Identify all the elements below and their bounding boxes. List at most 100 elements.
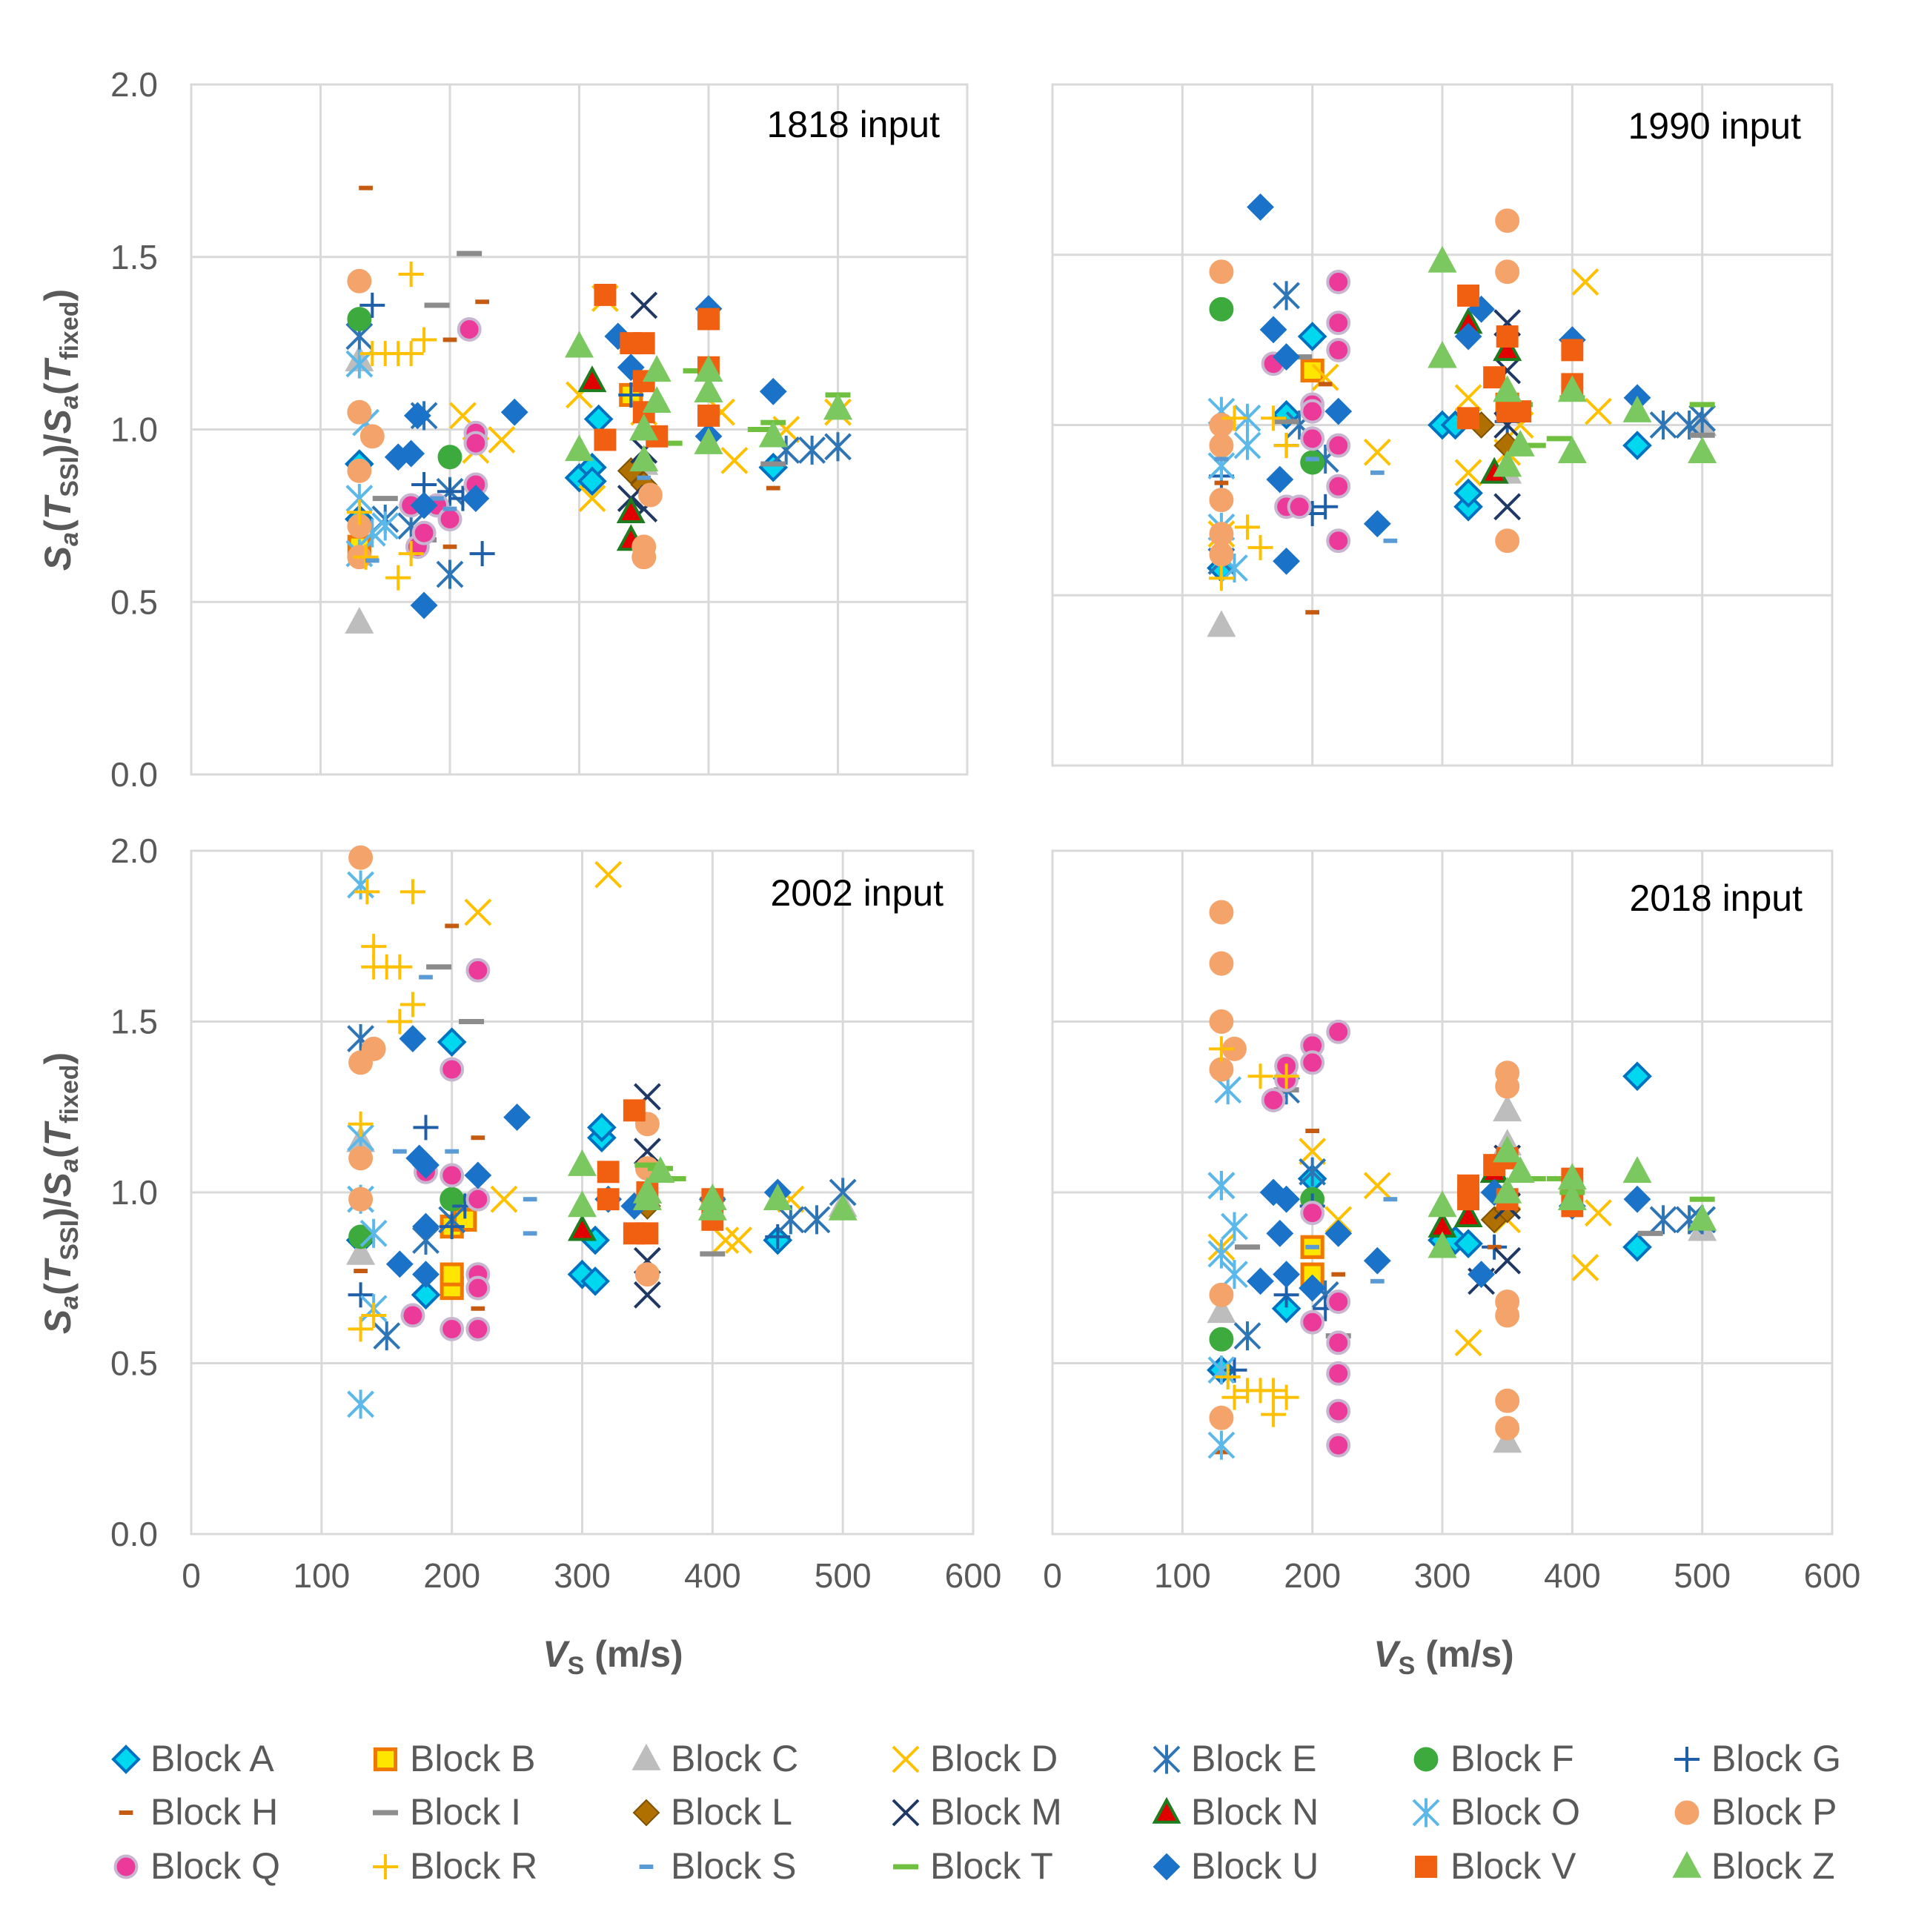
point-block-u [1324,397,1353,425]
y-tick-label: 1.0 [110,1173,158,1212]
point-block-g [618,382,644,408]
panel-2018-input: 0 100 200 300 400 500 600 2018 input [1043,849,1860,1595]
point-block-z [564,331,594,358]
x-tick-label: 200 [423,1556,480,1595]
legend-label: Block T [930,1845,1053,1887]
point-block-q [457,317,482,342]
legend-label: Block U [1191,1845,1319,1887]
point-block-u [1259,316,1287,344]
point-block-t [1546,1176,1572,1182]
point-block-p [1209,542,1234,567]
point-block-c [1207,1296,1236,1324]
point-block-d [578,485,606,513]
point-block-z [1493,375,1522,402]
point-block-r [361,1302,387,1328]
point-block-v [1496,325,1519,348]
point-block-u [412,1261,440,1289]
panel-label: 1818 input [766,104,940,145]
point-block-b [440,1262,464,1287]
point-block-p [1209,259,1234,285]
point-block-a [1622,431,1652,460]
point-block-a [1453,1229,1483,1258]
point-block-d [1571,268,1599,296]
point-block-r [1215,1364,1241,1390]
point-block-n [1493,334,1522,362]
y-tick-label: 0.0 [110,755,158,794]
point-block-s [1214,457,1229,462]
legend-item-block-u: Block U [1153,1845,1319,1887]
point-block-z [646,1156,675,1184]
point-block-h [471,1135,485,1141]
legend-item-block-v: Block V [1415,1845,1576,1887]
point-block-r [346,499,372,525]
legend-item-block-z: Block Z [1672,1845,1835,1887]
point-block-q [465,1316,491,1341]
point-block-r [353,544,379,570]
point-block-a [1271,1293,1301,1324]
point-block-f [1209,1327,1234,1352]
point-block-p [1209,1405,1234,1430]
point-block-o [1207,1355,1236,1385]
data-points [1207,193,1717,637]
series-block-s [1214,457,1398,543]
point-block-q [1326,1330,1351,1355]
point-block-r [1221,1384,1247,1410]
point-block-z [1557,1184,1587,1210]
point-block-h [1331,1272,1346,1277]
point-block-r [1273,1063,1299,1089]
x-tick-label: 600 [945,1556,1002,1595]
point-block-c [1493,1095,1522,1122]
point-block-t [1520,1176,1546,1182]
series-block-s [365,475,651,563]
x-tick-label: 500 [1674,1556,1731,1595]
point-block-p [1495,1415,1520,1441]
point-block-q [465,1275,491,1301]
point-block-u [1247,193,1274,221]
point-block-v [697,404,720,427]
series-block-p [1209,208,1520,567]
point-block-p [638,482,663,508]
point-block-z [629,414,659,441]
point-block-u [500,398,528,426]
series-block-r [348,879,425,1342]
point-block-d [712,1226,740,1254]
point-block-v [1483,366,1506,389]
point-block-s [523,1231,537,1236]
point-block-s [637,475,651,480]
point-block-r [399,992,425,1018]
panel-2002-input: 0.0 0.5 1.0 1.5 2.0 0 100 200 300 400 500 600 2002 i… [110,831,1001,1595]
point-block-p [1495,1303,1520,1328]
legend-label: Block E [1191,1738,1317,1779]
point-block-s [430,496,444,501]
point-block-z [697,1193,727,1221]
point-block-i [1235,1244,1260,1250]
x-axis-title: VS (m/s) [543,1633,683,1680]
point-block-s [1383,538,1398,543]
point-block-n [577,365,607,393]
point-block-u [1266,465,1294,494]
legend-marker-block-g [1674,1747,1700,1772]
point-block-v [594,284,617,306]
series-block-q [1261,270,1351,554]
point-block-u [462,485,490,513]
point-block-v [594,428,617,451]
point-block-c [346,1238,376,1265]
point-block-e [803,1205,831,1235]
point-block-r [398,541,424,567]
point-block-r [399,879,425,905]
legend-label: Block A [150,1738,274,1779]
point-block-r [385,565,411,591]
point-block-u [399,1025,427,1052]
panel-1990-input: 1990 input [1051,83,1834,767]
point-block-i [424,302,450,308]
point-block-q [465,1186,491,1212]
point-block-p [347,399,372,425]
point-block-g [359,292,385,318]
point-block-g [1313,494,1339,519]
point-block-r [398,341,424,367]
legend-label: Block B [410,1738,536,1779]
legend-marker-block-b [373,1747,398,1772]
point-block-u [1363,1246,1391,1275]
y-tick-label: 0.5 [110,1344,158,1383]
legend-label: Block M [930,1791,1062,1833]
